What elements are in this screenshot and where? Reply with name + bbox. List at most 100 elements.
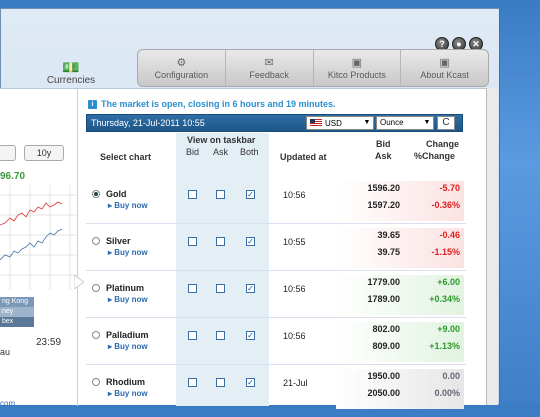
market-status-text: The market is open, closing in 6 hours a… — [101, 99, 336, 109]
ask-value: 2050.00 — [367, 388, 400, 398]
current-date: Thursday, 21-Jul-2011 10:55 — [91, 118, 205, 128]
bid-value: 1950.00 — [367, 371, 400, 381]
range-button[interactable] — [0, 145, 16, 161]
header-bid-col: Bid — [376, 139, 391, 149]
taskbar-ask-checkbox[interactable] — [216, 284, 225, 293]
change-value: +6.00 — [437, 277, 460, 287]
metal-name: Rhodium — [106, 377, 145, 387]
metal-row-rhodium: Rhodium ▸ Buy now ✓ 21-Jul 1950.00 2050.… — [86, 369, 466, 417]
taskbar-bid-checkbox[interactable] — [188, 378, 197, 387]
chart-line-blue — [0, 228, 63, 261]
selection-arrow — [74, 275, 84, 289]
us-flag-icon — [310, 119, 322, 127]
buy-now-link[interactable]: ▸ Buy now — [108, 248, 148, 257]
nav-configuration[interactable]: ⚙ Configuration — [138, 50, 226, 86]
header-view-on-taskbar: View on taskbar — [187, 135, 256, 145]
buy-now-link[interactable]: ▸ Buy now — [108, 201, 148, 210]
taskbar-ask-checkbox[interactable] — [216, 378, 225, 387]
pct-change-value: -0.36% — [431, 200, 460, 210]
taskbar-bid-checkbox[interactable] — [188, 237, 197, 246]
taskbar-bid-checkbox[interactable] — [188, 284, 197, 293]
chevron-down-icon: ▼ — [421, 117, 433, 129]
header-select-chart: Select chart — [100, 152, 152, 162]
info-icon: ▣ — [439, 57, 450, 69]
vertical-scrollbar[interactable] — [486, 88, 498, 405]
gear-icon: ⚙ — [176, 57, 187, 69]
header-updated-at: Updated at — [280, 152, 327, 162]
unit-select[interactable]: Ounce ▼ — [376, 116, 434, 130]
range-10y-button[interactable]: 10y — [24, 145, 64, 161]
pct-change-value: +1.13% — [429, 341, 460, 351]
buy-now-link[interactable]: ▸ Buy now — [108, 389, 148, 398]
taskbar-both-checkbox[interactable]: ✓ — [246, 284, 255, 293]
taskbar-ask-checkbox[interactable] — [216, 190, 225, 199]
tab-currencies[interactable]: 💵 Currencies — [21, 59, 121, 86]
box-icon: ▣ — [351, 57, 363, 69]
chart-pane: 10y 96.70 ng Kong ney bex 23:59 au com — [0, 89, 78, 406]
change-value: +9.00 — [437, 324, 460, 334]
header-bid: Bid — [186, 147, 200, 157]
ask-value: 1789.00 — [367, 294, 400, 304]
nav-kitco-products[interactable]: ▣ Kitco Products — [314, 50, 402, 86]
banknote-icon: 💵 — [62, 59, 80, 75]
price-cell: 1596.20 1597.20 -5.70 -0.36% — [336, 181, 464, 221]
metal-name: Platinum — [106, 283, 145, 293]
taskbar-both-checkbox[interactable]: ✓ — [246, 190, 255, 199]
main-content: 10y 96.70 ng Kong ney bex 23:59 au com i… — [0, 88, 486, 409]
row-divider — [86, 364, 466, 365]
bid-value: 802.00 — [372, 324, 400, 334]
pct-change-value: +0.34% — [429, 294, 460, 304]
select-chart-radio[interactable] — [92, 331, 100, 339]
bid-value: 39.65 — [377, 230, 400, 240]
pct-change-value: 0.00% — [434, 388, 460, 398]
chevron-down-icon: ▼ — [361, 117, 373, 129]
metal-row-gold: Gold ▸ Buy now ✓ 10:56 1596.20 1597.20 -… — [86, 181, 466, 229]
metal-name: Silver — [106, 236, 131, 246]
market-status: i The market is open, closing in 6 hours… — [88, 99, 336, 109]
ask-value: 809.00 — [372, 341, 400, 351]
refresh-button[interactable]: C — [437, 116, 455, 130]
taskbar-column-band — [176, 133, 269, 406]
date-bar: Thursday, 21-Jul-2011 10:55 USD ▼ Ounce … — [86, 114, 463, 132]
chart-footer-link[interactable]: com — [0, 399, 16, 406]
taskbar-both-checkbox[interactable]: ✓ — [246, 331, 255, 340]
taskbar-bid-checkbox[interactable] — [188, 331, 197, 340]
change-value: 0.00 — [442, 371, 460, 381]
metal-name: Palladium — [106, 330, 149, 340]
unit-value: Ounce — [380, 118, 404, 127]
tab-currencies-label: Currencies — [46, 75, 96, 86]
currency-select[interactable]: USD ▼ — [306, 116, 374, 130]
nav-label: Feedback — [249, 70, 289, 80]
taskbar-bid-checkbox[interactable] — [188, 190, 197, 199]
ask-value: 1597.20 — [367, 200, 400, 210]
price-cell: 1779.00 1789.00 +6.00 +0.34% — [336, 275, 464, 315]
taskbar-both-checkbox[interactable]: ✓ — [246, 237, 255, 246]
taskbar-ask-checkbox[interactable] — [216, 331, 225, 340]
chart-time: 23:59 — [36, 337, 62, 348]
currency-value: USD — [325, 118, 342, 128]
taskbar-ask-checkbox[interactable] — [216, 237, 225, 246]
select-chart-radio[interactable] — [92, 190, 100, 198]
buy-now-link[interactable]: ▸ Buy now — [108, 342, 148, 351]
updated-at: 10:56 — [283, 190, 306, 200]
header-both: Both — [240, 147, 259, 157]
market-band: ney — [0, 307, 34, 317]
nav-about-kcast[interactable]: ▣ About Kcast — [401, 50, 488, 86]
select-chart-radio[interactable] — [92, 378, 100, 386]
nav-label: Kitco Products — [327, 70, 386, 80]
change-value: -0.46 — [439, 230, 460, 240]
header-ask: Ask — [213, 147, 229, 157]
chart-line-red — [0, 201, 63, 226]
buy-now-link[interactable]: ▸ Buy now — [108, 295, 148, 304]
select-chart-radio[interactable] — [92, 237, 100, 245]
nav-label: Configuration — [154, 70, 209, 80]
nav-feedback[interactable]: ✉ Feedback — [226, 50, 314, 86]
select-chart-radio[interactable] — [92, 284, 100, 292]
bid-value: 1596.20 — [367, 183, 400, 193]
taskbar-both-checkbox[interactable]: ✓ — [246, 378, 255, 387]
chart-timezone: au — [0, 347, 11, 357]
updated-at: 10:56 — [283, 284, 306, 294]
row-divider — [86, 223, 466, 224]
price-chart — [0, 185, 77, 290]
ask-value: 39.75 — [377, 247, 400, 257]
